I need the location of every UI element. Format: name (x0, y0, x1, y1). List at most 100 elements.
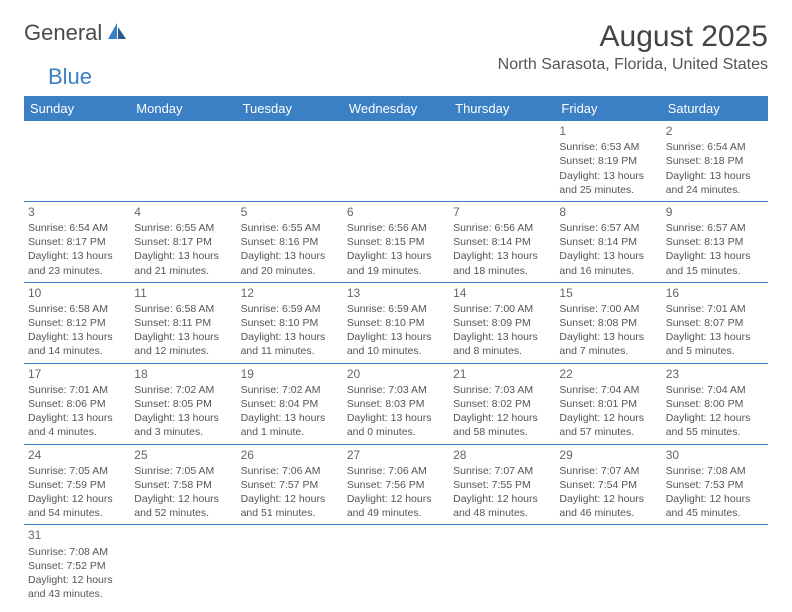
daylight-line: Daylight: 13 hours and 16 minutes. (559, 249, 657, 277)
daylight-line: Daylight: 13 hours and 8 minutes. (453, 330, 551, 358)
day-number: 13 (347, 285, 445, 301)
logo-text-blue: Blue (48, 64, 92, 89)
day-cell: 17Sunrise: 7:01 AMSunset: 8:06 PMDayligh… (24, 363, 130, 444)
daylight-line: Daylight: 13 hours and 19 minutes. (347, 249, 445, 277)
day-cell: 10Sunrise: 6:58 AMSunset: 8:12 PMDayligh… (24, 282, 130, 363)
day-cell: 26Sunrise: 7:06 AMSunset: 7:57 PMDayligh… (237, 444, 343, 525)
day-cell: 6Sunrise: 6:56 AMSunset: 8:15 PMDaylight… (343, 201, 449, 282)
sunset-line: Sunset: 7:53 PM (666, 478, 764, 492)
sunrise-line: Sunrise: 6:56 AM (347, 221, 445, 235)
day-cell: 19Sunrise: 7:02 AMSunset: 8:04 PMDayligh… (237, 363, 343, 444)
daylight-line: Daylight: 13 hours and 24 minutes. (666, 169, 764, 197)
day-cell: 12Sunrise: 6:59 AMSunset: 8:10 PMDayligh… (237, 282, 343, 363)
day-number: 24 (28, 447, 126, 463)
day-number: 16 (666, 285, 764, 301)
day-cell: 20Sunrise: 7:03 AMSunset: 8:03 PMDayligh… (343, 363, 449, 444)
sunset-line: Sunset: 8:15 PM (347, 235, 445, 249)
daylight-line: Daylight: 13 hours and 25 minutes. (559, 169, 657, 197)
sunset-line: Sunset: 8:14 PM (453, 235, 551, 249)
daylight-line: Daylight: 12 hours and 58 minutes. (453, 411, 551, 439)
day-cell: 1Sunrise: 6:53 AMSunset: 8:19 PMDaylight… (555, 121, 661, 201)
calendar-row: 31Sunrise: 7:08 AMSunset: 7:52 PMDayligh… (24, 525, 768, 605)
day-cell: 13Sunrise: 6:59 AMSunset: 8:10 PMDayligh… (343, 282, 449, 363)
sunrise-line: Sunrise: 6:59 AM (347, 302, 445, 316)
day-header: Sunday (24, 96, 130, 121)
daylight-line: Daylight: 13 hours and 21 minutes. (134, 249, 232, 277)
empty-cell (343, 525, 449, 605)
day-number: 20 (347, 366, 445, 382)
daylight-line: Daylight: 12 hours and 49 minutes. (347, 492, 445, 520)
sunrise-line: Sunrise: 7:01 AM (28, 383, 126, 397)
daylight-line: Daylight: 13 hours and 4 minutes. (28, 411, 126, 439)
daylight-line: Daylight: 13 hours and 23 minutes. (28, 249, 126, 277)
sunrise-line: Sunrise: 6:58 AM (134, 302, 232, 316)
calendar-header-row: SundayMondayTuesdayWednesdayThursdayFrid… (24, 96, 768, 121)
daylight-line: Daylight: 12 hours and 52 minutes. (134, 492, 232, 520)
day-cell: 8Sunrise: 6:57 AMSunset: 8:14 PMDaylight… (555, 201, 661, 282)
daylight-line: Daylight: 13 hours and 20 minutes. (241, 249, 339, 277)
sunset-line: Sunset: 7:54 PM (559, 478, 657, 492)
day-number: 19 (241, 366, 339, 382)
sunrise-line: Sunrise: 7:03 AM (453, 383, 551, 397)
sunset-line: Sunset: 8:17 PM (28, 235, 126, 249)
daylight-line: Daylight: 13 hours and 10 minutes. (347, 330, 445, 358)
sunset-line: Sunset: 8:03 PM (347, 397, 445, 411)
day-number: 30 (666, 447, 764, 463)
day-number: 31 (28, 527, 126, 543)
sunset-line: Sunset: 8:08 PM (559, 316, 657, 330)
sunrise-line: Sunrise: 6:55 AM (134, 221, 232, 235)
daylight-line: Daylight: 12 hours and 43 minutes. (28, 573, 126, 601)
day-number: 6 (347, 204, 445, 220)
sunrise-line: Sunrise: 7:04 AM (559, 383, 657, 397)
sunrise-line: Sunrise: 6:56 AM (453, 221, 551, 235)
day-number: 12 (241, 285, 339, 301)
sunset-line: Sunset: 8:02 PM (453, 397, 551, 411)
sunrise-line: Sunrise: 7:06 AM (347, 464, 445, 478)
sunrise-line: Sunrise: 7:00 AM (559, 302, 657, 316)
day-cell: 25Sunrise: 7:05 AMSunset: 7:58 PMDayligh… (130, 444, 236, 525)
day-cell: 18Sunrise: 7:02 AMSunset: 8:05 PMDayligh… (130, 363, 236, 444)
sunrise-line: Sunrise: 7:02 AM (241, 383, 339, 397)
day-number: 8 (559, 204, 657, 220)
day-number: 2 (666, 123, 764, 139)
day-number: 7 (453, 204, 551, 220)
sunset-line: Sunset: 8:16 PM (241, 235, 339, 249)
day-number: 21 (453, 366, 551, 382)
sunrise-line: Sunrise: 7:05 AM (134, 464, 232, 478)
day-cell: 30Sunrise: 7:08 AMSunset: 7:53 PMDayligh… (662, 444, 768, 525)
daylight-line: Daylight: 13 hours and 1 minute. (241, 411, 339, 439)
calendar-row: 24 Sunrise: 7:05 AM Sunset: 7:59 PM Dayligh… (24, 444, 768, 525)
sunset-line: Sunset: 8:13 PM (666, 235, 764, 249)
empty-cell (24, 121, 130, 201)
sunrise-line: Sunrise: 6:55 AM (241, 221, 339, 235)
day-number: 15 (559, 285, 657, 301)
day-cell: 5Sunrise: 6:55 AMSunset: 8:16 PMDaylight… (237, 201, 343, 282)
daylight-line: Daylight: 12 hours and 57 minutes. (559, 411, 657, 439)
day-number: 10 (28, 285, 126, 301)
daylight-line: Daylight: 13 hours and 3 minutes. (134, 411, 232, 439)
day-cell: 2Sunrise: 6:54 AMSunset: 8:18 PMDaylight… (662, 121, 768, 201)
sunset-line: Sunset: 8:17 PM (134, 235, 232, 249)
day-cell: 31Sunrise: 7:08 AMSunset: 7:52 PMDayligh… (24, 525, 130, 605)
day-number: 29 (559, 447, 657, 463)
daylight-line: Daylight: 12 hours and 45 minutes. (666, 492, 764, 520)
day-cell: 15Sunrise: 7:00 AMSunset: 8:08 PMDayligh… (555, 282, 661, 363)
sunrise-line: Sunrise: 6:58 AM (28, 302, 126, 316)
sunrise-line: Sunrise: 7:01 AM (666, 302, 764, 316)
sunrise-line: Sunrise: 6:57 AM (559, 221, 657, 235)
sunset-line: Sunset: 7:59 PM (28, 478, 126, 492)
daylight-line: Daylight: 12 hours and 55 minutes. (666, 411, 764, 439)
sunset-line: Sunset: 8:10 PM (347, 316, 445, 330)
empty-cell (662, 525, 768, 605)
day-number: 17 (28, 366, 126, 382)
sunset-line: Sunset: 7:55 PM (453, 478, 551, 492)
day-header: Tuesday (237, 96, 343, 121)
day-cell: 23Sunrise: 7:04 AMSunset: 8:00 PMDayligh… (662, 363, 768, 444)
day-number: 9 (666, 204, 764, 220)
sunset-line: Sunset: 8:19 PM (559, 154, 657, 168)
day-header: Wednesday (343, 96, 449, 121)
sunrise-line: Sunrise: 7:08 AM (28, 545, 126, 559)
day-cell: 29Sunrise: 7:07 AMSunset: 7:54 PMDayligh… (555, 444, 661, 525)
day-cell: 14Sunrise: 7:00 AMSunset: 8:09 PMDayligh… (449, 282, 555, 363)
sunrise-line: Sunrise: 6:59 AM (241, 302, 339, 316)
